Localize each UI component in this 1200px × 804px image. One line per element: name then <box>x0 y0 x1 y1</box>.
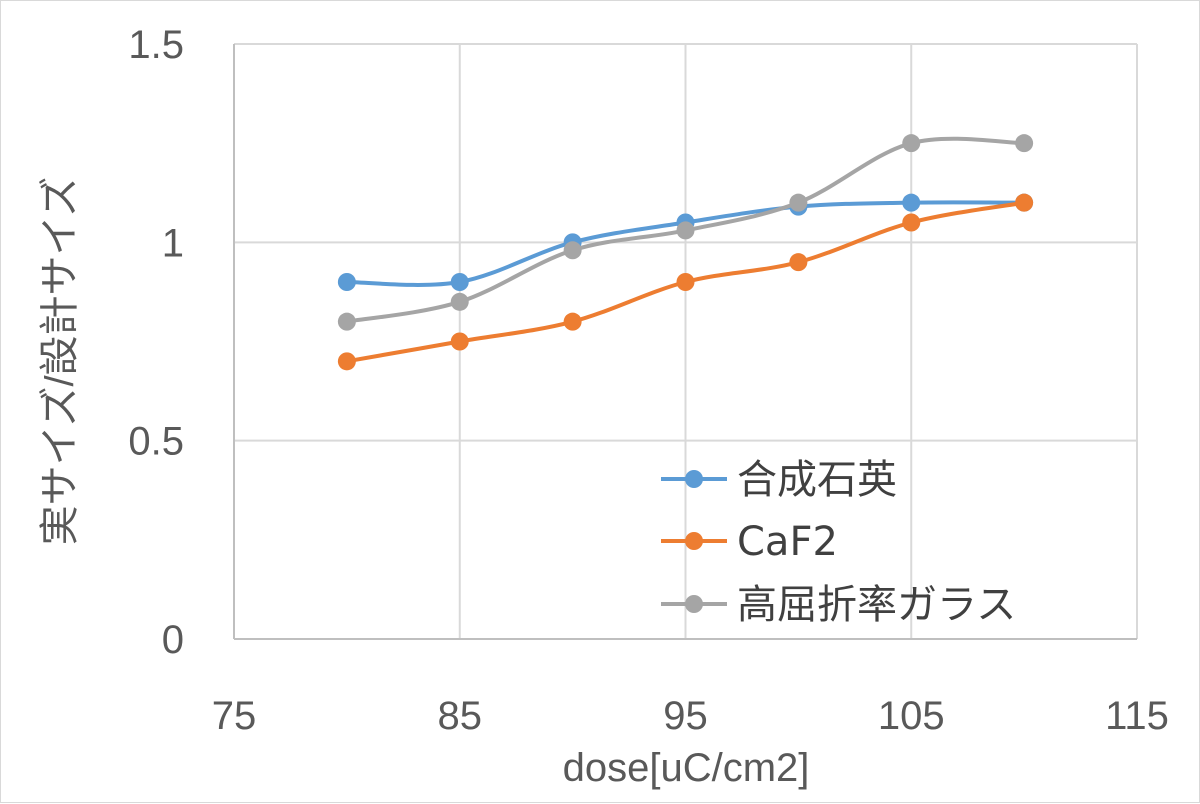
data-point <box>337 312 356 331</box>
y-axis-title: 実サイズ/設計サイズ <box>38 177 82 546</box>
data-point <box>676 221 695 240</box>
data-point <box>902 213 921 232</box>
data-point <box>789 193 808 212</box>
series-2 <box>337 193 1034 371</box>
data-point <box>337 273 356 291</box>
series-group <box>337 134 1034 371</box>
grid-lines <box>234 43 1138 639</box>
legend-label: 合成石英 <box>737 457 897 503</box>
x-tick-label: 115 <box>1105 694 1169 738</box>
y-tick-label: 1 <box>162 221 184 265</box>
y-tick-labels: 0 0.5 1 1.5 <box>128 23 184 662</box>
data-point <box>563 241 582 260</box>
x-tick-label: 95 <box>663 694 708 738</box>
axis-lines <box>233 44 1137 640</box>
data-point <box>902 193 921 212</box>
legend-marker <box>685 532 703 550</box>
y-tick-label: 0 <box>162 618 184 662</box>
y-tick-label: 1.5 <box>128 23 184 67</box>
x-axis-title: dose[uC/cm2] <box>563 746 810 790</box>
legend-label: CaF2 <box>737 519 838 565</box>
y-tick-label: 0.5 <box>128 420 184 464</box>
data-point <box>337 352 356 371</box>
legend-marker <box>685 470 703 488</box>
data-point <box>1015 193 1034 212</box>
data-point <box>902 134 921 153</box>
x-tick-label: 85 <box>438 694 483 738</box>
data-point <box>676 273 695 291</box>
legend-marker <box>685 595 703 613</box>
data-point <box>450 332 469 351</box>
x-tick-label: 75 <box>212 694 257 738</box>
x-tick-labels: 75 85 95 105 115 <box>212 694 1169 738</box>
data-point <box>450 292 469 311</box>
x-tick-label: 105 <box>878 694 945 738</box>
legend: 合成石英 CaF2 高屈折率ガラス <box>661 457 1016 628</box>
data-point <box>789 253 808 272</box>
series-3 <box>337 134 1034 331</box>
data-point <box>450 273 469 291</box>
data-point <box>1015 134 1034 153</box>
legend-label: 高屈折率ガラス <box>737 582 1016 628</box>
data-point <box>563 312 582 331</box>
